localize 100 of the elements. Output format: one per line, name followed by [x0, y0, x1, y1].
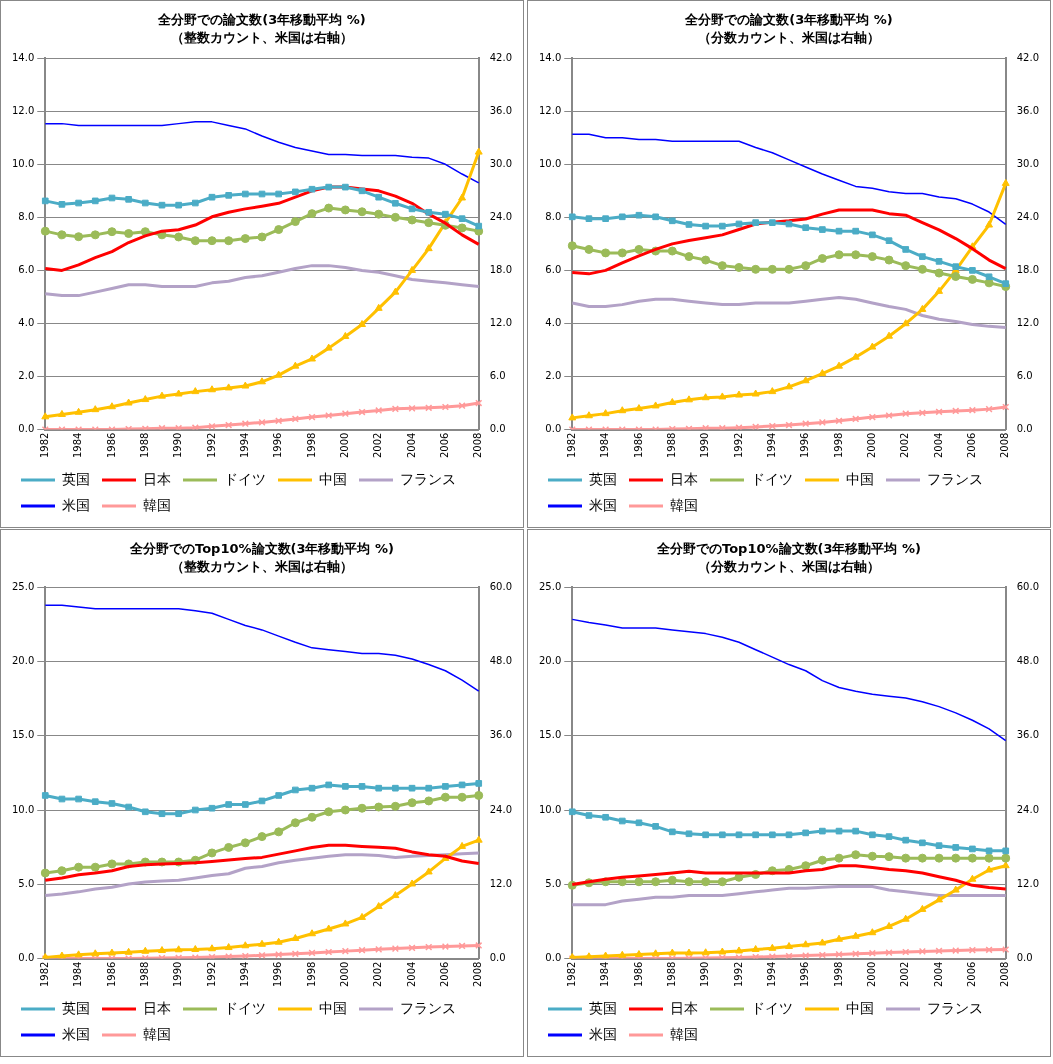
x-tick-label: 1984	[599, 432, 611, 458]
legend-label: 中国	[846, 999, 874, 1016]
x-tick-label: 2006	[965, 432, 977, 458]
y2-tick-label: 36.0	[489, 104, 512, 116]
y-tick-label: 6.0	[545, 263, 562, 275]
x-tick-label: 1998	[305, 961, 317, 987]
x-tick-label: 1992	[205, 961, 217, 987]
y2-tick-label: 12.0	[489, 877, 512, 889]
y2-tick-label: 30.0	[1016, 157, 1039, 169]
x-tick-label: 2002	[372, 961, 384, 987]
x-tick-label: 1984	[599, 961, 611, 987]
chart-subtitle: （整数カウント、米国は右軸）	[171, 558, 353, 574]
x-tick-label: 1986	[632, 961, 644, 987]
legend-label: 日本	[143, 470, 171, 487]
y2-tick-label: 24.0	[1016, 210, 1039, 222]
legend-label: 英国	[62, 470, 90, 487]
x-tick-label: 1990	[172, 432, 184, 458]
x-tick-label: 2006	[965, 961, 977, 987]
y-tick-label: 0.0	[545, 423, 562, 435]
y-tick-label: 10.0	[12, 803, 35, 815]
legend-label: ドイツ	[224, 999, 266, 1016]
x-tick-label: 1996	[799, 961, 811, 987]
y2-tick-label: 36.0	[1016, 729, 1039, 741]
y-tick-label: 2.0	[18, 370, 35, 382]
x-tick-label: 2004	[405, 961, 417, 987]
x-tick-label: 1994	[238, 432, 250, 458]
y-tick-label: 5.0	[545, 877, 562, 889]
y2-tick-label: 18.0	[489, 263, 512, 275]
x-tick-label: 2000	[865, 961, 877, 987]
y-tick-label: 14.0	[12, 51, 35, 63]
y-tick-label: 15.0	[12, 729, 35, 741]
y-tick-label: 8.0	[545, 210, 562, 222]
x-tick-label: 1988	[665, 432, 677, 458]
y-tick-label: 0.0	[545, 952, 562, 964]
x-tick-label: 1982	[565, 961, 577, 987]
legend-label: 英国	[589, 470, 617, 487]
x-tick-label: 1994	[765, 432, 777, 458]
x-tick-label: 1998	[305, 432, 317, 458]
x-tick-label: 1992	[732, 432, 744, 458]
x-tick-label: 2008	[472, 961, 484, 987]
y2-tick-label: 12.0	[1016, 317, 1039, 329]
x-tick-label: 2004	[405, 432, 417, 458]
legend-label: ドイツ	[751, 999, 793, 1016]
y-tick-label: 20.0	[12, 655, 35, 667]
x-tick-label: 1994	[765, 961, 777, 987]
x-tick-label: 2002	[372, 432, 384, 458]
legend-label: 米国	[62, 1025, 90, 1042]
chart-title: 全分野での論文数(3年移動平均 %)	[157, 12, 366, 28]
legend-label: 韓国	[143, 1025, 171, 1042]
x-tick-label: 1994	[238, 961, 250, 987]
y2-tick-label: 48.0	[1016, 655, 1039, 667]
y-tick-label: 10.0	[539, 803, 562, 815]
y-tick-label: 12.0	[539, 104, 562, 116]
y2-tick-label: 12.0	[1016, 877, 1039, 889]
legend-label: 中国	[319, 999, 347, 1016]
x-tick-label: 1982	[38, 961, 50, 987]
x-tick-label: 1986	[632, 432, 644, 458]
legend-label: 韓国	[143, 496, 171, 513]
y-tick-label: 20.0	[539, 655, 562, 667]
x-tick-label: 2008	[999, 961, 1011, 987]
y-tick-label: 25.0	[12, 580, 35, 592]
y-tick-label: 10.0	[12, 157, 35, 169]
y-tick-label: 4.0	[18, 317, 35, 329]
x-tick-label: 1998	[832, 961, 844, 987]
y2-tick-label: 24.0	[1016, 803, 1039, 815]
y2-tick-label: 18.0	[1016, 263, 1039, 275]
chart-subtitle: （分数カウント、米国は右軸）	[698, 29, 880, 45]
x-tick-label: 2008	[999, 432, 1011, 458]
legend-label: 英国	[62, 999, 90, 1016]
legend-label: 中国	[319, 470, 347, 487]
x-tick-label: 1996	[272, 961, 284, 987]
y-tick-label: 5.0	[18, 877, 35, 889]
legend-label: ドイツ	[224, 470, 266, 487]
legend-label: 中国	[846, 470, 874, 487]
y2-tick-label: 0.0	[1016, 423, 1033, 435]
legend-label: フランス	[927, 999, 983, 1016]
legend-label: 日本	[670, 999, 698, 1016]
x-tick-label: 2006	[438, 961, 450, 987]
legend-label: ドイツ	[751, 470, 793, 487]
y2-tick-label: 60.0	[1016, 580, 1039, 592]
y2-tick-label: 42.0	[489, 51, 512, 63]
x-tick-label: 2004	[932, 961, 944, 987]
legend-label: 米国	[589, 1025, 617, 1042]
legend-label: フランス	[400, 470, 456, 487]
y2-tick-label: 0.0	[489, 423, 506, 435]
y2-tick-label: 12.0	[489, 317, 512, 329]
chart-subtitle: （整数カウント、米国は右軸）	[171, 29, 353, 45]
x-tick-label: 1988	[665, 961, 677, 987]
x-tick-label: 1984	[72, 432, 84, 458]
y2-tick-label: 30.0	[489, 157, 512, 169]
legend-label: 米国	[589, 496, 617, 513]
x-tick-label: 1988	[138, 961, 150, 987]
x-tick-label: 1990	[699, 961, 711, 987]
y-tick-label: 15.0	[539, 729, 562, 741]
y2-tick-label: 36.0	[489, 729, 512, 741]
x-tick-label: 1992	[732, 961, 744, 987]
x-tick-label: 1984	[72, 961, 84, 987]
y-tick-label: 12.0	[12, 104, 35, 116]
y-tick-label: 2.0	[545, 370, 562, 382]
legend-label: 日本	[670, 470, 698, 487]
